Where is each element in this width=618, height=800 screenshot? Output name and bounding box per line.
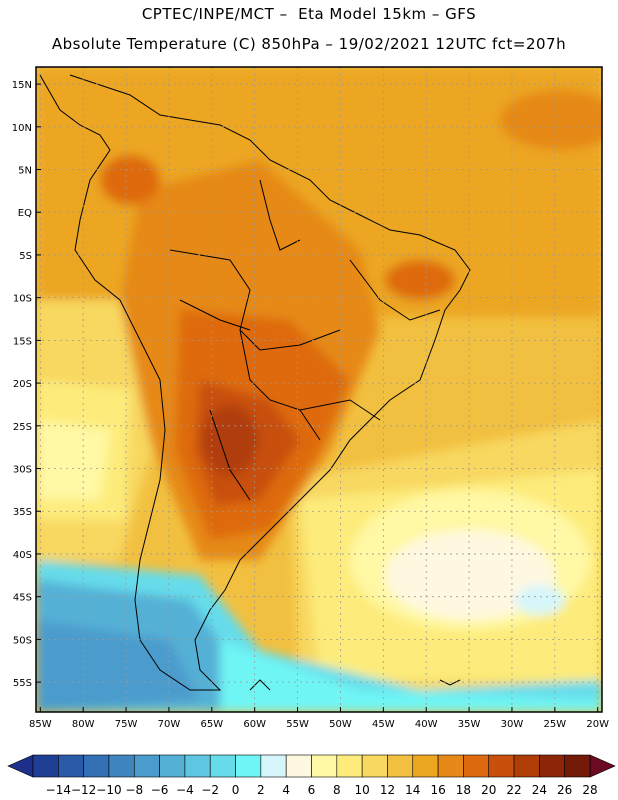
colorbar-swatch bbox=[235, 754, 262, 778]
colorbar-swatch bbox=[361, 754, 388, 778]
colorbar-swatch bbox=[412, 754, 439, 778]
lat-tick-label: 25S bbox=[13, 422, 32, 433]
lat-tick-label: 35S bbox=[13, 507, 32, 518]
colorbar-label: −2 bbox=[201, 783, 219, 797]
colorbar-label: 20 bbox=[481, 783, 496, 797]
lat-tick-label: 5S bbox=[19, 251, 32, 262]
colorbar-label: 0 bbox=[232, 783, 240, 797]
map-title-line2: Absolute Temperature (C) 850hPa – 19/02/… bbox=[51, 35, 567, 53]
colorbar-swatch bbox=[209, 754, 236, 778]
colorbar-swatch bbox=[437, 754, 464, 778]
colorbar-label: −14 bbox=[46, 783, 71, 797]
colorbar-swatch bbox=[336, 754, 363, 778]
lon-tick-label: 75W bbox=[115, 719, 138, 730]
lon-tick-label: 70W bbox=[158, 719, 181, 730]
colorbar-swatch bbox=[184, 754, 211, 778]
colorbar-swatch bbox=[488, 754, 515, 778]
lat-tick-label: 15N bbox=[12, 80, 32, 91]
lon-tick-label: 65W bbox=[200, 719, 223, 730]
colorbar-label: 22 bbox=[506, 783, 521, 797]
colorbar-label: −12 bbox=[71, 783, 96, 797]
colorbar-label: −8 bbox=[125, 783, 143, 797]
colorbar-swatch bbox=[387, 754, 414, 778]
lat-tick-label: 10S bbox=[13, 294, 32, 305]
colorbar-label: 8 bbox=[333, 783, 341, 797]
graticule bbox=[36, 67, 602, 712]
lat-tick-label: EQ bbox=[18, 208, 32, 219]
colorbar-swatch bbox=[32, 754, 59, 778]
colorbar-label: 14 bbox=[405, 783, 420, 797]
coastline-borders bbox=[39, 74, 471, 691]
colorbar-label: 10 bbox=[354, 783, 369, 797]
colorbar-swatch bbox=[108, 754, 135, 778]
lat-tick-label: 5N bbox=[18, 166, 32, 177]
colorbar-over-arrow bbox=[589, 754, 616, 778]
lon-tick-label: 35W bbox=[458, 719, 481, 730]
lat-tick-label: 10N bbox=[12, 123, 32, 134]
colorbar-swatch bbox=[285, 754, 312, 778]
lon-tick-label: 30W bbox=[501, 719, 524, 730]
colorbar-label: 18 bbox=[456, 783, 471, 797]
lon-tick-label: 20W bbox=[586, 719, 609, 730]
colorbar-label: 2 bbox=[257, 783, 265, 797]
colorbar-label: 28 bbox=[582, 783, 597, 797]
colorbar-label: −10 bbox=[96, 783, 121, 797]
lon-tick-label: 60W bbox=[243, 719, 266, 730]
colorbar-swatch bbox=[58, 754, 84, 778]
colorbar-swatch bbox=[564, 754, 591, 778]
latitude-labels: 15N 10N 5N EQ 5S 10S 15S 20S 25S 30S 35S 40S 45S 50S 5… bbox=[12, 80, 41, 689]
lon-tick-label: 85W bbox=[29, 719, 52, 730]
colorbar-swatch bbox=[260, 754, 287, 778]
longitude-labels: 85W 80W 75W 70W 65W 60W 55W 50W 45W 40W 35W 30W 25W 2… bbox=[29, 707, 609, 730]
lat-tick-label: 20S bbox=[13, 379, 32, 390]
lon-tick-label: 55W bbox=[286, 719, 309, 730]
map-title-line1: CPTEC/INPE/MCT – Eta Model 15km – GFS bbox=[141, 5, 477, 23]
lat-tick-label: 55S bbox=[13, 678, 32, 689]
lat-tick-label: 45S bbox=[13, 593, 32, 604]
lon-tick-label: 45W bbox=[372, 719, 395, 730]
lat-tick-label: 50S bbox=[13, 635, 32, 646]
colorbar-swatch bbox=[513, 754, 540, 778]
lat-tick-label: 30S bbox=[13, 465, 32, 476]
colorbar-swatch bbox=[539, 754, 565, 778]
colorbar-label: 4 bbox=[282, 783, 290, 797]
lon-tick-label: 25W bbox=[544, 719, 567, 730]
colorbar-swatch bbox=[463, 754, 490, 778]
map-frame bbox=[35, 66, 603, 713]
colorbar-swatch bbox=[83, 754, 110, 778]
colorbar-label: 16 bbox=[430, 783, 445, 797]
colorbar-label: −6 bbox=[151, 783, 169, 797]
colorbar-label: 24 bbox=[532, 783, 547, 797]
colorbar: −14 −12 −10 −8 −6 −4 −2 0 2 4 6 8 10 12 14 16 18 20 22 24 26… bbox=[7, 754, 616, 797]
colorbar-label: −4 bbox=[176, 783, 194, 797]
colorbar-label: 12 bbox=[380, 783, 395, 797]
lat-tick-label: 15S bbox=[13, 336, 32, 347]
colorbar-swatch bbox=[159, 754, 186, 778]
lat-tick-label: 40S bbox=[13, 550, 32, 561]
colorbar-swatch bbox=[133, 754, 160, 778]
colorbar-label: 6 bbox=[308, 783, 316, 797]
lon-tick-label: 40W bbox=[415, 719, 438, 730]
temperature-field bbox=[36, 67, 602, 712]
lon-tick-label: 80W bbox=[72, 719, 95, 730]
colorbar-label: 26 bbox=[557, 783, 572, 797]
colorbar-swatch bbox=[311, 754, 338, 778]
lon-tick-label: 50W bbox=[329, 719, 352, 730]
colorbar-under-arrow bbox=[7, 754, 34, 778]
